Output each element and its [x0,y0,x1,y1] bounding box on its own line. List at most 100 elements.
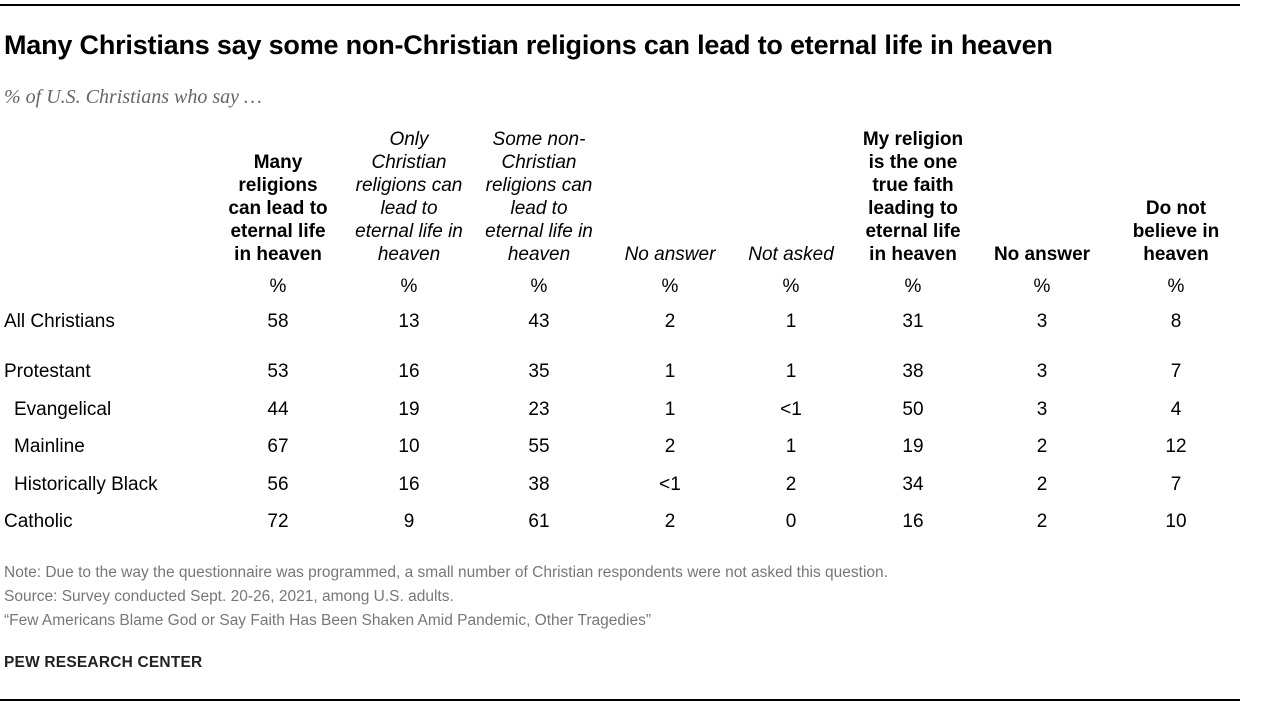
column-header-line: in heaven [869,244,957,265]
table-cell: 16 [398,474,420,495]
table-cell: 8 [1170,311,1182,332]
column-header-line: heaven [507,244,571,265]
table-cell: 2 [1036,474,1048,495]
column-header-line: Do not [1145,198,1207,219]
table-cell: 2 [1036,436,1048,457]
table-cell: 50 [902,399,924,420]
unit-label: % [1167,276,1185,297]
table-cell: 43 [528,311,550,332]
row-label: All Christians [4,311,115,332]
table-cell: 16 [902,511,924,532]
table-cell: 3 [1036,361,1048,382]
bottom-rule [0,699,1240,701]
column-header-line: in heaven [234,244,322,265]
source: Source: Survey conducted Sept. 20-26, 20… [4,588,454,605]
row-label: Catholic [4,511,73,532]
column-header-line: religions can [355,175,463,196]
unit-label: % [400,276,418,297]
table-cell: 2 [664,511,676,532]
table-cell: 61 [528,511,550,532]
column-header-line: religions can [485,175,593,196]
column-header-line: Not asked [748,244,834,265]
table-cell: 1 [785,436,797,457]
column-header: Do not believe in heaven [1108,120,1244,266]
column-header-line: eternal life [865,221,961,242]
table-cell: 56 [267,474,289,495]
column-header-line: Christian [501,152,577,173]
table-cell: 38 [528,474,550,495]
table-cell: 12 [1165,436,1187,457]
unit-label: % [904,276,922,297]
column-header-line: Some non- [492,129,586,150]
table-cell: 2 [664,436,676,457]
table-cell: 1 [664,361,676,382]
column-header-line: lead to [380,198,438,219]
table-cell: 23 [528,399,550,420]
table-cell: 2 [1036,511,1048,532]
note: Note: Due to the way the questionnaire w… [4,564,888,581]
chart-subtitle: % of U.S. Christians who say … [4,86,262,108]
brand-logo-text: PEW RESEARCH CENTER [4,654,203,671]
table-cell: 4 [1170,399,1182,420]
column-header-line: Many [253,152,303,173]
row-label: Protestant [4,361,91,382]
table-cell: 10 [1165,511,1187,532]
unit-label: % [269,276,287,297]
table-cell: 1 [664,399,676,420]
table-cell: 9 [403,511,415,532]
column-header-line: eternal life [230,221,326,242]
table-cell: 3 [1036,399,1048,420]
column-header-line: eternal life in [485,221,593,242]
table-cell: 2 [664,311,676,332]
column-header: Not asked [723,120,859,266]
table-cell: 34 [902,474,924,495]
table-cell: 55 [528,436,550,457]
unit-label: % [661,276,679,297]
table-cell: <1 [780,399,802,420]
column-header-line: believe in [1132,221,1220,242]
table-cell: 35 [528,361,550,382]
unit-label: % [530,276,548,297]
unit-label: % [1033,276,1051,297]
column-header: No answer [974,120,1110,266]
row-label: Mainline [14,436,85,457]
table-cell: 7 [1170,474,1182,495]
table-cell: 7 [1170,361,1182,382]
column-header-line: religions [238,175,318,196]
column-header-line: heaven [1143,244,1209,265]
column-header: Some non- Christian religions can lead to et… [471,120,607,266]
table-cell: 10 [398,436,420,457]
table-cell: 1 [785,361,797,382]
column-header: No answer [602,120,738,266]
column-header-line: lead to [510,198,568,219]
table-cell: 3 [1036,311,1048,332]
column-header-line: is the one [868,152,958,173]
table-cell: 31 [902,311,924,332]
table-cell: 19 [398,399,420,420]
table-cell: 38 [902,361,924,382]
column-header: Many religions can lead to eternal life in h… [210,120,346,266]
table-cell: 13 [398,311,420,332]
table-cell: 53 [267,361,289,382]
column-header: My religion is the one true faith leading t… [845,120,981,266]
table-cell: 72 [267,511,289,532]
top-rule [0,4,1240,6]
table-cell: 67 [267,436,289,457]
table-cell: 44 [267,399,289,420]
column-header-line: heaven [377,244,441,265]
column-header-line: My religion [862,129,964,150]
table-cell: 19 [902,436,924,457]
column-header-line: No answer [624,244,716,265]
chart-title: Many Christians say some non-Christian r… [4,30,1053,60]
column-header-line: true faith [872,175,954,196]
column-header: Only Christian religions can lead to eternal… [341,120,477,266]
column-header-line: Christian [371,152,447,173]
unit-label: % [782,276,800,297]
column-header-line: can lead to [228,198,328,219]
table-cell: 16 [398,361,420,382]
row-label: Evangelical [14,399,112,420]
table-cell: 0 [785,511,797,532]
row-label: Historically Black [14,474,158,495]
column-header-line: Only [389,129,429,150]
table-cell: 1 [785,311,797,332]
